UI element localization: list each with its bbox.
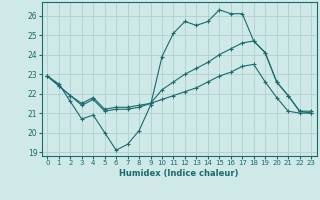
X-axis label: Humidex (Indice chaleur): Humidex (Indice chaleur) — [119, 169, 239, 178]
